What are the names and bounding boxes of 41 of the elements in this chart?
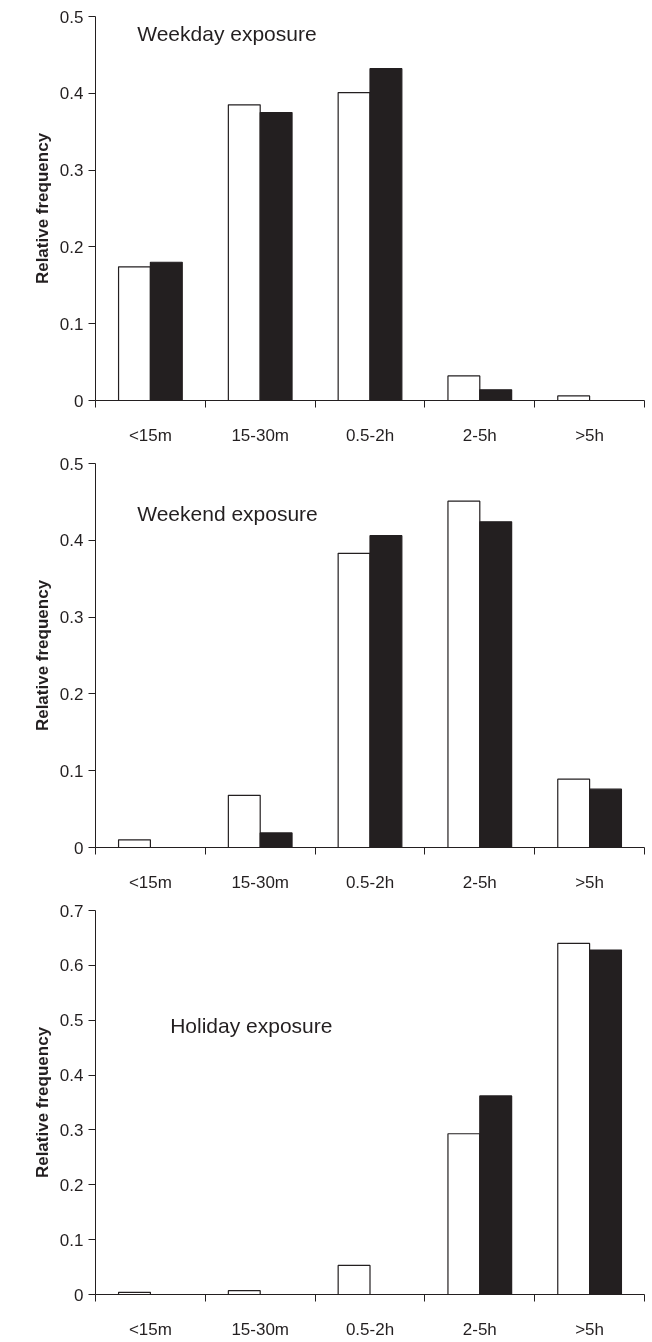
y-tick-label: 0.3 bbox=[59, 608, 84, 628]
y-axis-title: Relative frequency bbox=[32, 132, 52, 285]
y-tick-label: 0 bbox=[74, 391, 84, 411]
y-tick-label: 0.5 bbox=[59, 7, 84, 27]
text: Holiday exposure bbox=[170, 1014, 333, 1038]
y-tick-label: 0 bbox=[74, 1285, 84, 1305]
x-tick-label: 15-30m bbox=[231, 1319, 290, 1339]
x-tick-label: <15m bbox=[128, 872, 172, 892]
x-tick-label: 15-30m bbox=[231, 425, 290, 445]
y-tick-label: 0.2 bbox=[59, 1175, 84, 1195]
y-tick-label: 0.1 bbox=[59, 314, 84, 334]
x-tick-label: 2-5h bbox=[462, 425, 497, 445]
y-tick-label: 0.5 bbox=[59, 1011, 84, 1031]
x-tick-label: <15m bbox=[128, 425, 172, 445]
x-tick-label: >5h bbox=[575, 1319, 605, 1339]
x-tick-label: >5h bbox=[575, 872, 605, 892]
x-tick-label: 2-5h bbox=[462, 872, 497, 892]
y-tick-label: 0.4 bbox=[59, 84, 84, 104]
y-tick-label: 0 bbox=[74, 838, 84, 858]
y-tick-label: 0.1 bbox=[59, 761, 84, 781]
x-tick-label: 0.5-2h bbox=[345, 425, 395, 445]
x-tick-label: 0.5-2h bbox=[345, 1319, 395, 1339]
y-tick-label: 0.3 bbox=[59, 161, 84, 181]
y-tick-label: 0.4 bbox=[59, 531, 84, 551]
x-tick-label: 2-5h bbox=[462, 1319, 497, 1339]
y-tick-label: 0.1 bbox=[59, 1230, 84, 1250]
y-axis-title: Relative frequency bbox=[32, 579, 52, 732]
x-tick-label: 15-30m bbox=[231, 872, 290, 892]
chart-title: Weekday exposure bbox=[137, 22, 317, 46]
y-tick-label: 0.2 bbox=[59, 237, 84, 257]
y-tick-label: 0.6 bbox=[59, 956, 84, 976]
x-tick-label: 0.5-2h bbox=[345, 872, 395, 892]
x-tick-label: <15m bbox=[128, 1319, 172, 1339]
y-tick-label: 0.2 bbox=[59, 684, 84, 704]
y-tick-label: 0.3 bbox=[59, 1120, 84, 1140]
y-axis-title: Relative frequency bbox=[32, 1026, 52, 1179]
x-tick-label: >5h bbox=[575, 425, 605, 445]
y-tick-label: 0.7 bbox=[59, 901, 84, 921]
y-tick-label: 0.5 bbox=[59, 454, 84, 474]
text: Weekend exposure bbox=[137, 501, 318, 525]
y-tick-label: 0.4 bbox=[59, 1066, 84, 1086]
